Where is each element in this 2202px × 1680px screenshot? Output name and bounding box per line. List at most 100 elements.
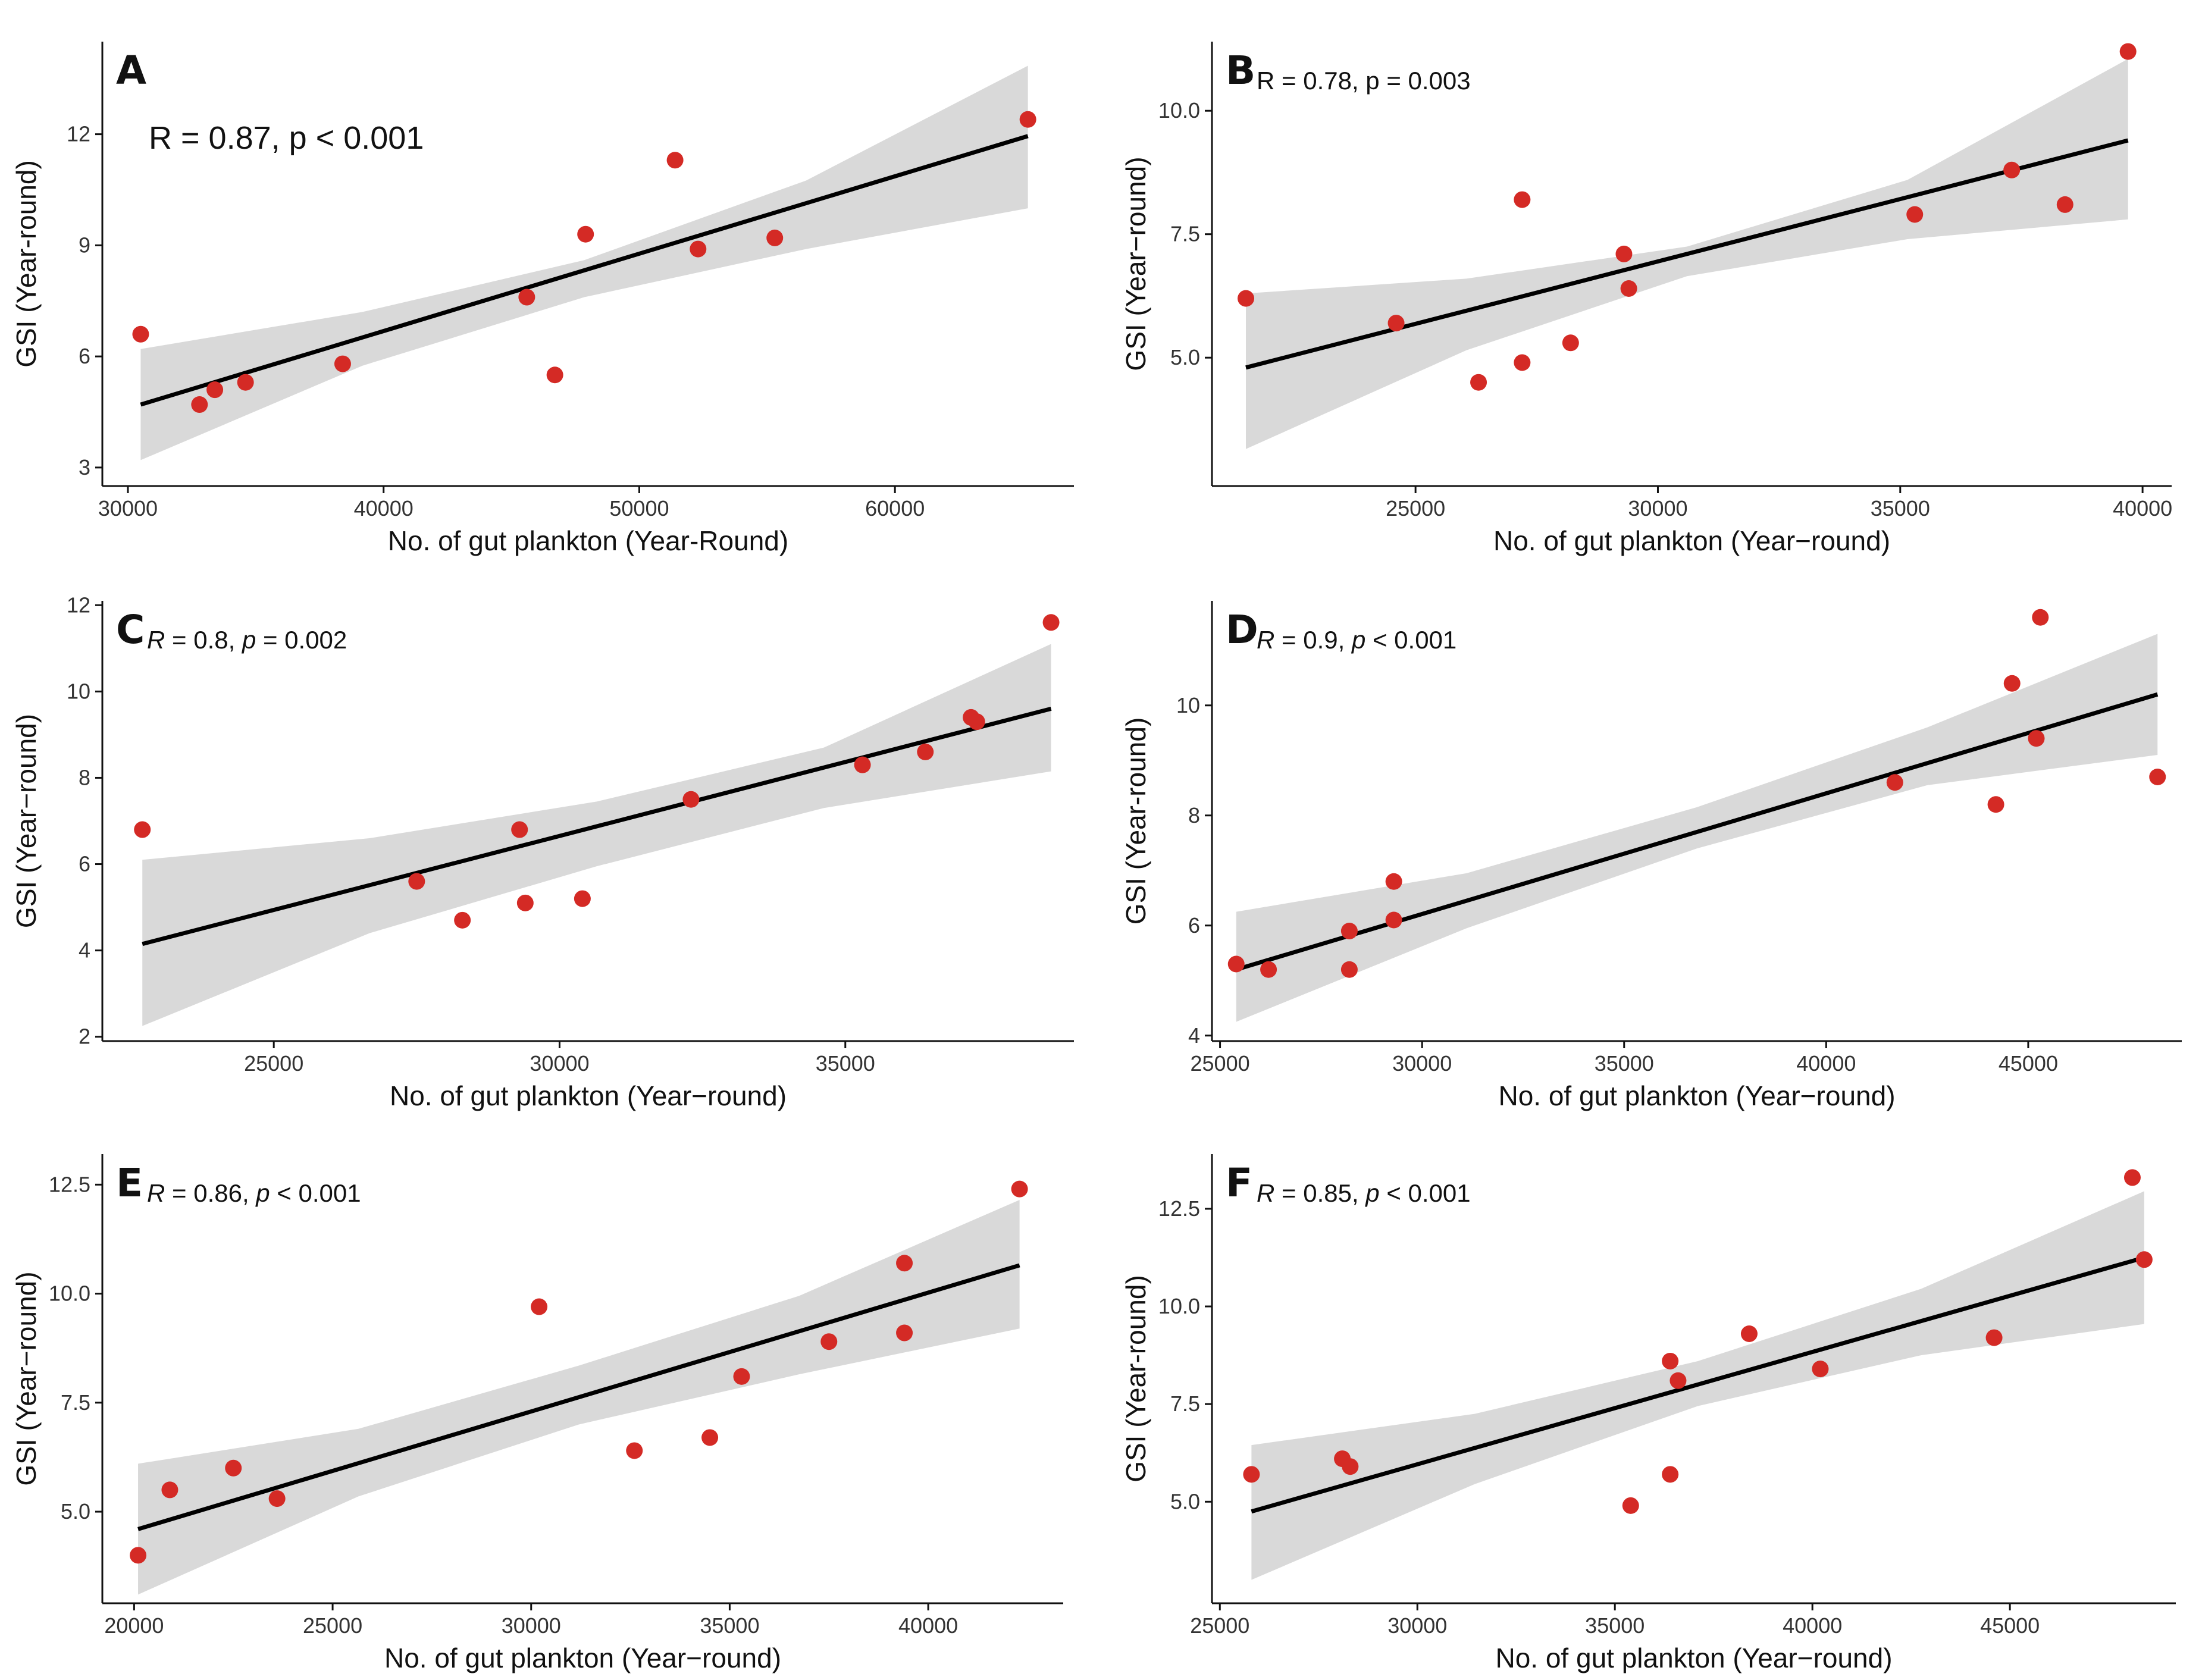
y-axis-title: GSI (Year−round) (11, 1271, 42, 1485)
data-point-2 (408, 873, 425, 890)
correlation-stat: R = 0.86, p < 0.001 (147, 1179, 361, 1207)
x-tick-label: 35000 (816, 1051, 875, 1076)
panel-letter: B (1226, 48, 1255, 93)
x-tick-label: 40000 (1796, 1051, 1856, 1076)
x-tick-label: 35000 (1595, 1051, 1654, 1076)
data-point-9 (917, 743, 934, 760)
y-tick-label: 6 (1188, 913, 1200, 938)
data-point-5 (1514, 191, 1531, 208)
y-tick-label: 6 (79, 344, 90, 368)
data-point-1 (1227, 955, 1245, 973)
data-point-4 (511, 821, 528, 838)
data-point-5 (334, 355, 351, 372)
data-point-10 (2028, 730, 2045, 747)
data-point-7 (701, 1429, 719, 1446)
y-tick-label: 12 (67, 122, 90, 146)
x-axis-title: No. of gut plankton (Year−round) (1493, 525, 1890, 556)
y-tick-label: 4 (1188, 1023, 1200, 1048)
confidence-band (140, 65, 1028, 460)
panel-letter: A (116, 48, 146, 93)
x-tick-label: 25000 (244, 1051, 303, 1076)
regression-line (1251, 1255, 2145, 1514)
data-point-10 (1985, 1329, 2003, 1346)
data-point-2 (1387, 315, 1405, 332)
regression-line (1235, 692, 2159, 972)
data-point-6 (626, 1442, 643, 1459)
confidence-band (142, 644, 1051, 1026)
y-tick-label: 10.0 (1158, 1294, 1200, 1318)
data-point-1 (134, 821, 151, 838)
data-point-12 (1042, 614, 1060, 631)
y-tick-label: 10 (67, 679, 90, 703)
x-tick-label: 35000 (1871, 496, 1930, 521)
data-point-8 (1620, 280, 1637, 297)
data-point-12 (2119, 43, 2137, 60)
y-tick-label: 5.0 (1170, 345, 1200, 369)
data-point-12 (2149, 769, 2166, 785)
y-tick-label: 5.0 (1170, 1489, 1200, 1513)
y-axis-title: GSI (Year-round) (1120, 1275, 1151, 1482)
y-tick-label: 5.0 (61, 1499, 90, 1524)
y-tick-label: 7.5 (1170, 222, 1200, 246)
correlation-stat: R = 0.87, p < 0.001 (149, 120, 424, 156)
data-point-8 (854, 756, 871, 773)
data-point-3 (454, 911, 471, 929)
data-point-11 (2032, 609, 2049, 626)
panel-f: 25000 30000 35000 40000 45000 5.0 7.5 10.0 12.5 N… (1120, 1154, 2176, 1673)
panel-letter: F (1226, 1160, 1252, 1206)
data-point-2 (191, 396, 208, 413)
data-point-8 (733, 1368, 750, 1385)
data-point-4 (1514, 354, 1531, 371)
data-point-2 (1260, 961, 1277, 978)
y-axis-title: GSI (Year-round) (11, 160, 42, 368)
data-point-5 (531, 1298, 548, 1315)
y-tick-label: 7.5 (61, 1390, 90, 1415)
panel-d: 25000 30000 35000 40000 45000 4 6 8 10 No. of gut… (1120, 601, 2182, 1111)
x-tick-label: 40000 (354, 496, 414, 521)
correlation-stat: R = 0.78, p = 0.003 (1257, 67, 1471, 95)
x-tick-label: 25000 (1191, 1051, 1250, 1076)
x-tick-label: 25000 (303, 1613, 362, 1638)
y-tick-label: 12.5 (1158, 1196, 1200, 1221)
data-point-7 (1615, 245, 1633, 262)
data-point-12 (1011, 1180, 1028, 1198)
x-tick-label: 30000 (1392, 1051, 1452, 1076)
panel-e: 20000 25000 30000 35000 40000 5.0 7.5 10.0 12.5 N… (11, 1154, 1063, 1673)
correlation-stat: R = 0.8, p = 0.002 (147, 626, 347, 654)
data-point-9 (1906, 206, 1924, 223)
x-tick-label: 30000 (530, 1051, 589, 1076)
data-point-1 (1238, 290, 1255, 307)
x-axis-title: No. of gut plankton (Year-Round) (388, 525, 788, 556)
x-axis-title: No. of gut plankton (Year−round) (1495, 1643, 1892, 1673)
panel-letter: C (116, 607, 145, 653)
data-point-2 (161, 1481, 178, 1499)
data-point-11 (2123, 1169, 2141, 1186)
data-point-6 (1385, 911, 1402, 929)
x-tick-label: 30000 (98, 496, 158, 521)
panel-letter: E (116, 1160, 143, 1206)
y-tick-label: 8 (79, 765, 90, 789)
data-point-10 (690, 240, 707, 258)
panel-b: 25000 30000 35000 40000 5.0 7.5 10.0 No. of gut… (1120, 42, 2172, 556)
x-tick-label: 45000 (1980, 1613, 2040, 1638)
y-tick-label: 12 (67, 593, 90, 617)
data-point-7 (682, 791, 700, 808)
data-point-1 (130, 1547, 147, 1564)
y-tick-label: 10.0 (49, 1281, 90, 1306)
data-point-3 (206, 381, 224, 399)
y-axis-title: GSI (Year-round) (1120, 717, 1151, 925)
regression-line (140, 134, 1029, 407)
panel-a: 30000 40000 50000 60000 3 6 9 12 No. of gut plan… (11, 42, 1074, 556)
data-point-10 (896, 1255, 913, 1272)
data-point-6 (518, 289, 535, 306)
data-point-11 (2056, 196, 2073, 213)
x-tick-label: 40000 (1783, 1613, 1842, 1638)
y-tick-label: 8 (1188, 803, 1200, 828)
x-tick-label: 25000 (1190, 1613, 1249, 1638)
y-tick-label: 4 (79, 938, 90, 963)
regression-line (1245, 138, 2129, 370)
data-point-11 (896, 1324, 913, 1342)
y-tick-label: 6 (79, 852, 90, 876)
y-tick-label: 9 (79, 233, 90, 257)
